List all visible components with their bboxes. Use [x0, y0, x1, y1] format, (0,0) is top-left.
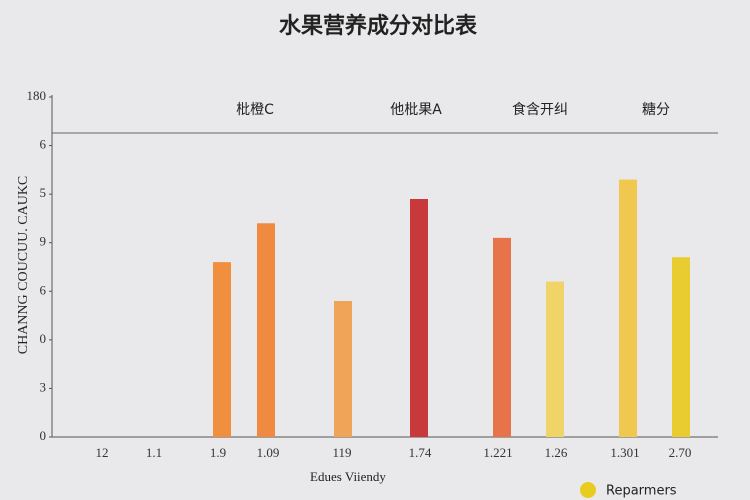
x-tick-label: 119	[332, 445, 351, 460]
bar	[546, 281, 564, 437]
x-tick-label: 12	[96, 445, 109, 460]
y-tick-label: 6	[40, 282, 47, 297]
x-tick-label: 1.1	[146, 445, 162, 460]
bar	[619, 179, 637, 438]
header-label: 他枇果A	[390, 102, 442, 118]
header-label: 糖分	[642, 102, 670, 118]
x-axis-title: Edues Viiendy	[310, 469, 386, 484]
header-label: 食含开纠	[512, 101, 568, 118]
y-axis-title: CHANNG COUCUU. CAUKC	[16, 176, 31, 355]
y-tick-label: 0	[40, 331, 47, 346]
bar	[493, 237, 511, 437]
x-tick-label: 1.26	[545, 445, 568, 460]
bar	[672, 257, 690, 437]
bar	[410, 199, 428, 437]
x-tick-label: 2.70	[669, 445, 692, 460]
y-tick-label: 9	[40, 234, 47, 249]
x-tick-label: 1.74	[409, 445, 432, 460]
y-tick-label: 5	[40, 185, 47, 200]
header-label: 枇橙C	[236, 102, 274, 118]
y-tick-label: 3	[40, 379, 47, 394]
bar	[213, 262, 231, 437]
y-tick-label: 180	[27, 88, 47, 103]
y-tick-label: 0	[40, 428, 47, 443]
bar	[334, 301, 352, 437]
x-tick-label: 1.9	[210, 445, 226, 460]
chart-title: 水果营养成分对比表	[279, 13, 478, 39]
legend-marker	[580, 482, 596, 498]
legend-label: Reparmers	[606, 484, 677, 499]
x-tick-label: 1.09	[257, 445, 280, 460]
bar	[257, 223, 275, 437]
x-tick-label: 1.221	[483, 445, 512, 460]
x-tick-label: 1.301	[610, 445, 639, 460]
y-tick-label: 6	[40, 137, 47, 152]
